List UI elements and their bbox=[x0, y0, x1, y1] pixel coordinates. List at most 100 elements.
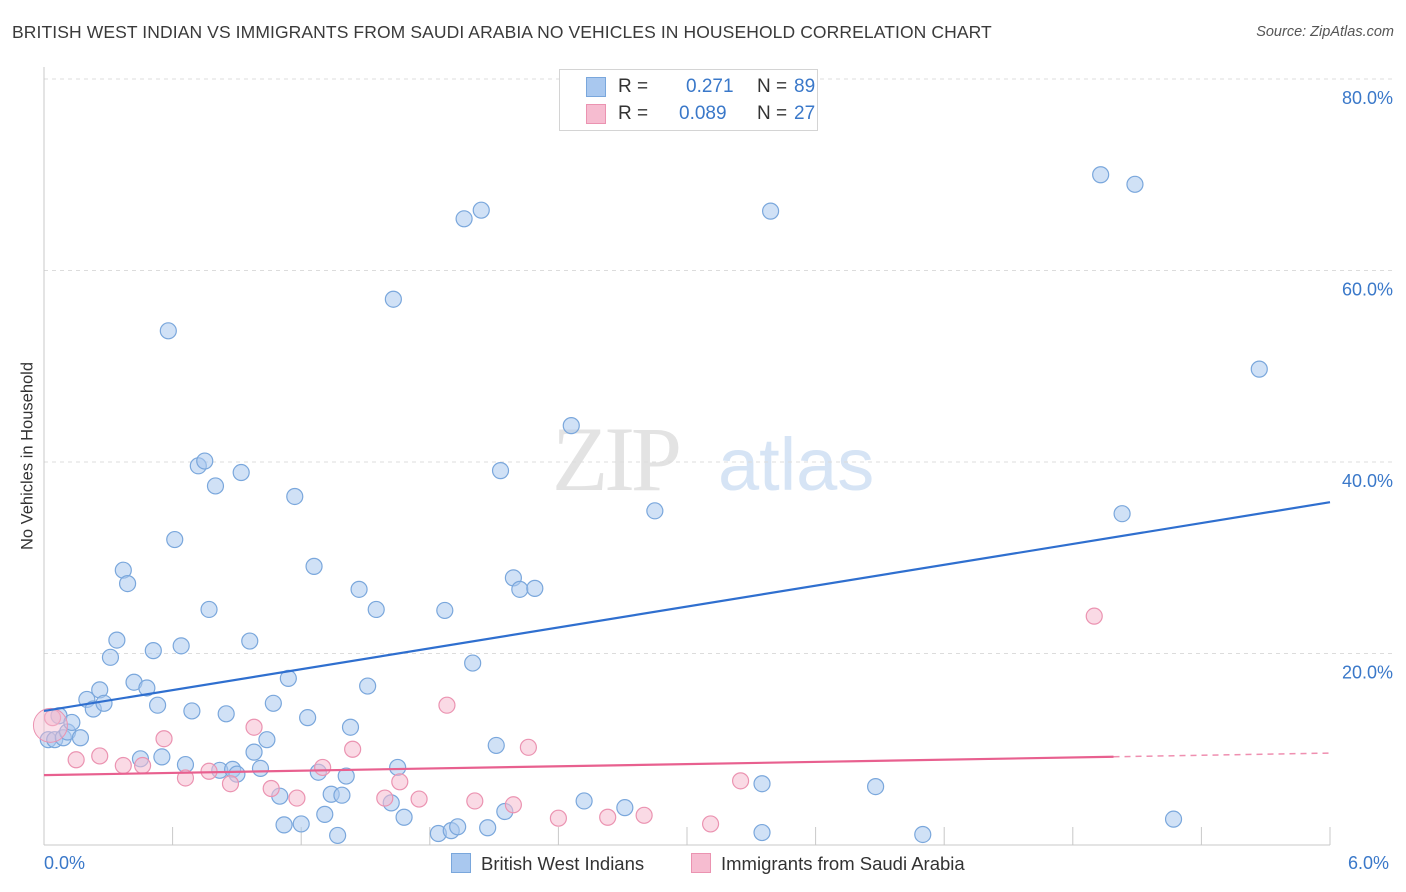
british-west-indian-trend-line bbox=[43, 501, 1331, 713]
british-west-indian-point bbox=[337, 767, 355, 785]
y-tick-label: 20.0% bbox=[1342, 663, 1393, 683]
british-west-indian-point bbox=[292, 815, 310, 833]
british-west-indian-point bbox=[232, 463, 250, 482]
british-west-indian-point bbox=[753, 823, 771, 842]
british-west-indian-point bbox=[487, 736, 505, 755]
saudi-arabia-point bbox=[466, 792, 484, 810]
british-west-indian-point bbox=[172, 637, 190, 655]
legend-swatch-pink bbox=[586, 104, 606, 124]
british-west-indian-point bbox=[472, 201, 490, 219]
british-west-indian-point bbox=[108, 631, 126, 649]
saudi-arabia-point bbox=[731, 772, 750, 790]
saudi-arabia-trend-extension bbox=[1113, 752, 1331, 758]
saudi-arabia-point bbox=[176, 769, 195, 787]
saudi-arabia-point bbox=[635, 806, 653, 824]
legend-swatch-blue bbox=[451, 853, 471, 873]
british-west-indian-point bbox=[1126, 175, 1144, 193]
british-west-indian-point bbox=[1092, 166, 1110, 184]
british-west-indian-point bbox=[575, 792, 593, 810]
british-west-indian-point bbox=[71, 729, 90, 747]
british-west-indian-point bbox=[329, 826, 347, 845]
british-west-indian-point bbox=[389, 758, 407, 777]
british-west-indian-point bbox=[200, 600, 218, 619]
saudi-arabia-point bbox=[245, 718, 263, 736]
british-west-indian-point bbox=[241, 632, 259, 650]
british-west-indian-point bbox=[148, 696, 167, 714]
legend-n-value: 89 bbox=[794, 76, 816, 97]
british-west-indian-point bbox=[562, 417, 580, 435]
british-west-indian-point bbox=[395, 808, 413, 826]
legend-n-label: N = bbox=[757, 103, 788, 124]
saudi-arabia-point bbox=[549, 809, 568, 827]
british-west-indian-point bbox=[1250, 360, 1268, 378]
british-west-indian-point bbox=[455, 210, 473, 228]
legend-n-value: 27 bbox=[794, 103, 816, 124]
legend-swatch-pink bbox=[691, 853, 711, 873]
british-west-indian-point bbox=[350, 580, 368, 598]
british-west-indian-point bbox=[258, 731, 276, 749]
saudi-arabia-point bbox=[599, 808, 617, 826]
british-west-indian-point bbox=[206, 477, 225, 495]
saudi-arabia-point bbox=[155, 730, 173, 748]
british-west-indian-point bbox=[1164, 810, 1183, 828]
saudi-arabia-point bbox=[288, 789, 306, 807]
british-west-indian-point bbox=[264, 694, 282, 712]
watermark-atlas: atlas bbox=[718, 423, 874, 506]
saudi-arabia-point bbox=[133, 756, 152, 775]
saudi-arabia-point bbox=[114, 756, 132, 775]
saudi-arabia-point bbox=[504, 796, 522, 814]
british-west-indian-point bbox=[359, 677, 377, 695]
british-west-indian-point bbox=[646, 502, 664, 520]
british-west-indian-point bbox=[286, 487, 304, 506]
british-west-indian-point bbox=[464, 654, 482, 672]
british-west-indian-point bbox=[616, 799, 634, 817]
saudi-arabia-point bbox=[701, 815, 720, 833]
saudi-arabia-point bbox=[1085, 607, 1103, 625]
y-tick-label: 80.0% bbox=[1342, 88, 1393, 108]
saudi-arabia-point bbox=[221, 775, 240, 793]
british-west-indian-point bbox=[914, 825, 932, 844]
saudi-arabia-trend-line bbox=[43, 755, 1114, 777]
british-west-indian-point bbox=[1113, 505, 1131, 523]
y-tick-label: 60.0% bbox=[1342, 280, 1393, 300]
saudi-arabia-point bbox=[314, 758, 332, 777]
y-tick-label: 40.0% bbox=[1342, 471, 1393, 491]
legend-r-value: 0.271 bbox=[686, 76, 734, 97]
british-west-indian-point bbox=[753, 775, 771, 793]
british-west-indian-point bbox=[305, 557, 323, 575]
british-west-indian-point bbox=[275, 816, 293, 834]
british-west-indian-point bbox=[101, 648, 120, 666]
y-axis-title: No Vehicles in Household bbox=[18, 361, 37, 551]
x-tick-label-max: 6.0% bbox=[1348, 853, 1390, 873]
british-west-indian-point bbox=[341, 718, 360, 736]
british-west-indian-point bbox=[166, 530, 184, 549]
british-west-indian-point bbox=[138, 679, 156, 697]
x-tick-label-min: 0.0% bbox=[44, 853, 86, 873]
legend-label: British West Indians bbox=[481, 853, 645, 874]
british-west-indian-point bbox=[367, 600, 385, 619]
british-west-indian-point bbox=[491, 462, 510, 480]
saudi-arabia-point bbox=[262, 779, 280, 798]
british-west-indian-point bbox=[217, 705, 235, 723]
legend-n-label: N = bbox=[757, 76, 788, 97]
british-west-indian-point bbox=[867, 777, 885, 796]
british-west-indian-point bbox=[159, 322, 177, 340]
british-west-indian-point bbox=[511, 580, 529, 598]
saudi-arabia-point bbox=[519, 738, 537, 756]
british-west-indian-point bbox=[333, 786, 351, 804]
british-west-indian-point bbox=[436, 601, 454, 620]
chart-title: BRITISH WEST INDIAN VS IMMIGRANTS FROM S… bbox=[12, 22, 992, 42]
saudi-arabia-point bbox=[67, 751, 85, 769]
bottom-legend-british-west-indians: British West Indians bbox=[451, 853, 644, 877]
saudi-arabia-point bbox=[438, 696, 456, 714]
legend-r-label: R = bbox=[618, 103, 649, 124]
legend-r-value: 0.089 bbox=[679, 103, 727, 124]
british-west-indian-point bbox=[251, 759, 270, 778]
british-west-indian-point bbox=[245, 743, 263, 761]
british-west-indian-point bbox=[183, 702, 201, 720]
british-west-indian-point bbox=[144, 642, 162, 660]
british-west-indian-point bbox=[761, 202, 780, 220]
british-west-indian-point bbox=[196, 452, 214, 470]
bottom-legend-saudi-arabia: Immigrants from Saudi Arabia bbox=[691, 853, 965, 877]
